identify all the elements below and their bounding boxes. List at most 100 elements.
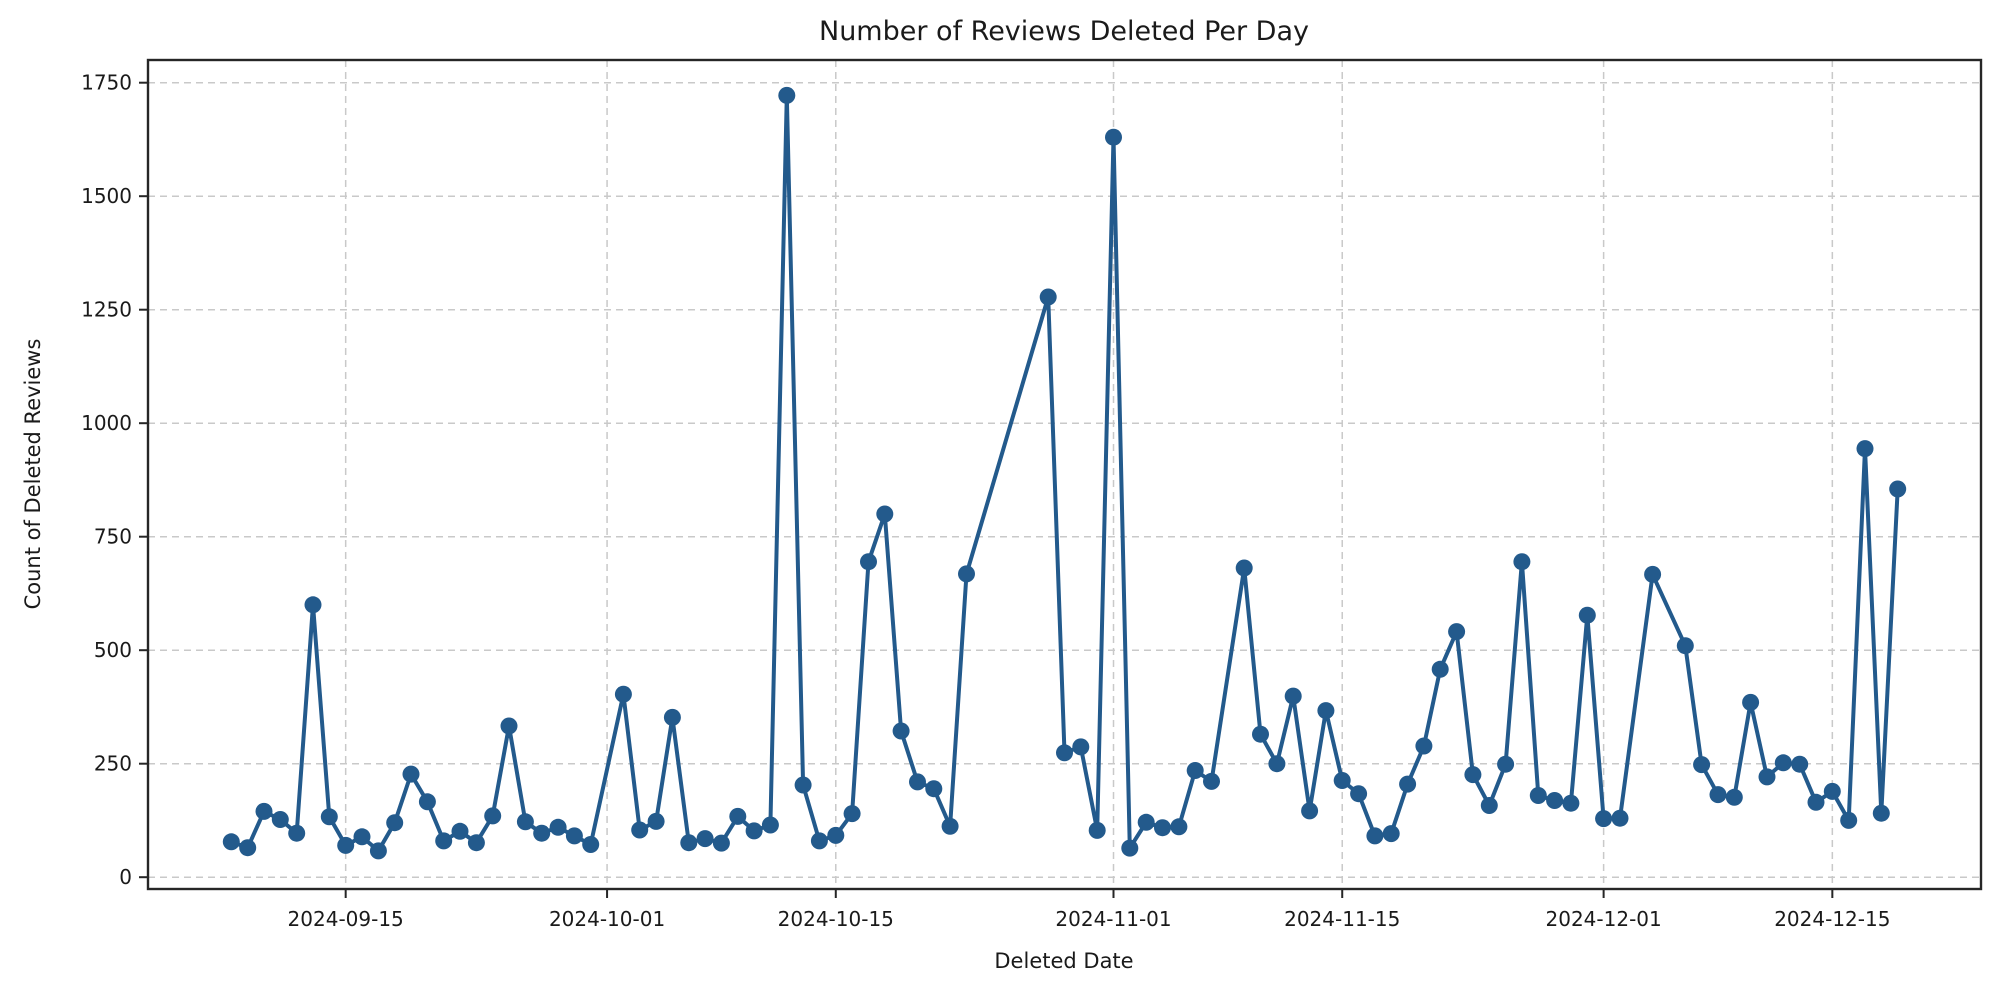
data-point	[1889, 480, 1907, 498]
data-point	[1284, 687, 1302, 705]
data-point	[1366, 827, 1384, 845]
data-point	[1529, 787, 1547, 804]
data-point	[614, 685, 632, 703]
data-point	[1546, 792, 1564, 809]
data-point	[1039, 288, 1057, 306]
y-tick-label: 1250	[81, 298, 132, 322]
data-point	[1562, 794, 1580, 812]
data-point	[1137, 813, 1155, 831]
data-point	[1415, 737, 1433, 755]
data-point	[1872, 804, 1890, 822]
data-point	[1840, 811, 1858, 829]
data-point	[304, 596, 322, 614]
plot-border	[146, 58, 1983, 891]
data-point	[1497, 755, 1515, 773]
axis-ticks: 0 250 500 750 1000 1250 1500 1750 2024-09-15 2024…	[81, 71, 1890, 931]
data-point	[663, 708, 681, 726]
data-point	[1056, 744, 1073, 762]
data-point	[1170, 818, 1188, 836]
data-point	[320, 808, 338, 826]
data-point	[1676, 637, 1694, 655]
data-point	[1448, 623, 1466, 641]
data-point	[516, 813, 534, 831]
data-line	[229, 93, 1900, 853]
data-point	[1758, 768, 1776, 786]
data-point	[549, 818, 567, 836]
data-point	[1791, 755, 1809, 773]
data-point	[1595, 810, 1613, 828]
data-point	[1350, 785, 1368, 803]
data-point	[778, 86, 796, 104]
data-point	[1268, 755, 1286, 773]
data-point	[1317, 702, 1335, 720]
y-tick-label: 500	[94, 638, 132, 662]
data-point	[402, 765, 420, 783]
data-point	[1431, 660, 1449, 678]
y-tick-label: 0	[119, 865, 132, 889]
data-point	[1693, 756, 1711, 774]
data-point	[451, 822, 469, 840]
data-point	[1301, 802, 1319, 820]
data-point	[288, 824, 306, 842]
data-point	[941, 817, 959, 835]
y-tick-label: 750	[94, 525, 132, 549]
data-point	[1709, 786, 1727, 804]
data-point	[631, 821, 649, 839]
data-point	[582, 836, 600, 853]
data-point	[1154, 819, 1171, 837]
data-point	[271, 811, 289, 828]
x-axis-label: Deleted Date	[994, 949, 1133, 973]
data-point	[418, 793, 436, 811]
data-point	[222, 833, 240, 851]
data-point	[696, 830, 714, 848]
data-point	[337, 836, 355, 854]
data-point	[680, 834, 698, 852]
data-point	[1480, 797, 1498, 814]
data-point	[239, 839, 257, 857]
data-point	[892, 722, 910, 740]
data-point	[909, 773, 926, 791]
data-point	[745, 822, 763, 840]
data-point	[761, 816, 779, 834]
data-point	[1399, 775, 1417, 793]
data-point	[1105, 128, 1122, 146]
x-tick-label: 2024-10-15	[778, 907, 894, 931]
chart-title: Number of Reviews Deleted Per Day	[819, 16, 1309, 47]
data-point	[1333, 772, 1351, 789]
y-tick-label: 250	[94, 752, 132, 776]
data-point	[712, 834, 730, 852]
data-point	[1072, 738, 1090, 756]
data-point	[1121, 839, 1139, 857]
x-tick-label: 2024-12-01	[1546, 907, 1662, 931]
data-point	[467, 834, 485, 852]
data-point	[647, 812, 665, 830]
x-tick-label: 2024-09-15	[288, 907, 404, 931]
x-tick-label: 2024-12-15	[1774, 907, 1890, 931]
y-tick-label: 1750	[81, 71, 132, 95]
data-point	[810, 832, 828, 850]
data-point	[353, 828, 371, 846]
x-tick-label: 2024-11-01	[1055, 907, 1171, 931]
data-point	[1464, 766, 1482, 784]
data-point	[1186, 762, 1204, 779]
data-point	[729, 807, 747, 825]
data-point	[1578, 606, 1596, 624]
data-point	[255, 802, 273, 820]
data-point	[925, 780, 943, 798]
data-point	[794, 776, 812, 794]
data-point	[1382, 825, 1400, 843]
data-point	[1252, 725, 1269, 743]
data-point	[827, 826, 845, 844]
data-point	[1742, 693, 1760, 711]
data-point	[1807, 793, 1825, 811]
data-point	[860, 553, 877, 571]
data-point	[435, 832, 453, 850]
data-point	[876, 505, 894, 523]
data-point	[1611, 809, 1629, 827]
data-point	[1823, 782, 1841, 800]
data-point	[1088, 821, 1106, 839]
data-point	[1235, 559, 1253, 577]
data-point	[1774, 754, 1792, 772]
